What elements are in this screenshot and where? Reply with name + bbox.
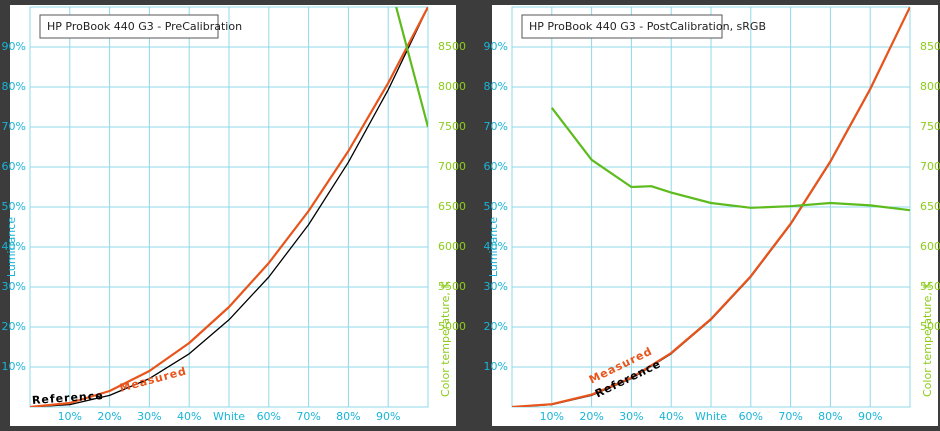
y-tick-label: 70% [2,120,26,133]
x-tick-label: White [695,410,727,423]
y2-tick-label: 6000 [920,240,940,253]
x-tick-label: 40% [659,410,683,423]
y2-tick-label: 6500 [438,200,466,213]
y-tick-label: 80% [484,80,508,93]
y-tick-label: 20% [2,320,26,333]
y2-tick-label: 8500 [920,40,940,53]
y2-tick-label: 5500 [438,280,466,293]
y-tick-label: 40% [484,240,508,253]
x-tick-label: 10% [540,410,564,423]
y2-tick-label: 7500 [920,120,940,133]
line [395,7,428,128]
y-tick-label: 60% [2,160,26,173]
y2-tick-label: 7000 [438,160,466,173]
y2-tick-label: 8000 [438,80,466,93]
line [512,7,910,407]
y2-tick-label: 7000 [920,160,940,173]
series [512,7,910,407]
x-tick-label: 60% [739,410,763,423]
y2-tick-label: 5500 [920,280,940,293]
y-axis-title: Luminance [5,217,18,277]
y-tick-label: 90% [484,40,508,53]
panel [10,5,456,426]
y2-tick-label: 5000 [920,320,940,333]
x-tick-label: 30% [137,410,161,423]
chart-title: HP ProBook 440 G3 - PostCalibration, sRG… [529,20,766,33]
y2-axis-title: Color temperature, K [921,281,934,397]
line [30,7,428,407]
plot-frame [511,6,911,408]
y-tick-label: 60% [484,160,508,173]
y-tick-label: 30% [2,280,26,293]
x-tick-label: 80% [818,410,842,423]
y-tick-label: 50% [484,200,508,213]
y2-tick-label: 8000 [920,80,940,93]
x-tick-label: 90% [858,410,882,423]
x-tick-label: 20% [579,410,603,423]
y2-tick-label: 5000 [438,320,466,333]
x-tick-label: 80% [336,410,360,423]
y-tick-label: 30% [484,280,508,293]
x-tick-label: 40% [177,410,201,423]
y2-tick-label: 6000 [438,240,466,253]
x-tick-label: 20% [97,410,121,423]
title-box [39,14,219,39]
y2-tick-label: 7500 [438,120,466,133]
x-tick-label: 90% [376,410,400,423]
series [550,107,910,212]
title-box [521,14,723,39]
y2-axis-title: Color temperature, K [439,281,452,397]
y-tick-label: 10% [2,360,26,373]
plot-frame [29,6,429,408]
y2-tick-label: 6500 [920,200,940,213]
y-axis-title: Luminance [487,217,500,277]
line [550,107,910,212]
chart-title: HP ProBook 440 G3 - PreCalibration [47,20,242,33]
x-tick-label: 70% [778,410,802,423]
series [395,7,428,128]
x-tick-label: 10% [58,410,82,423]
x-tick-label: 60% [257,410,281,423]
y-tick-label: 40% [2,240,26,253]
y-tick-label: 80% [2,80,26,93]
y-tick-label: 70% [484,120,508,133]
y2-tick-label: 8500 [438,40,466,53]
y-tick-label: 20% [484,320,508,333]
series [30,7,428,407]
line [30,7,428,407]
x-tick-label: 30% [619,410,643,423]
series-label: Reference [32,389,105,407]
panel [492,5,938,426]
y-tick-label: 90% [2,40,26,53]
y-tick-label: 50% [2,200,26,213]
x-tick-label: 70% [296,410,320,423]
x-tick-label: White [213,410,245,423]
series [30,7,428,407]
y-tick-label: 10% [484,360,508,373]
